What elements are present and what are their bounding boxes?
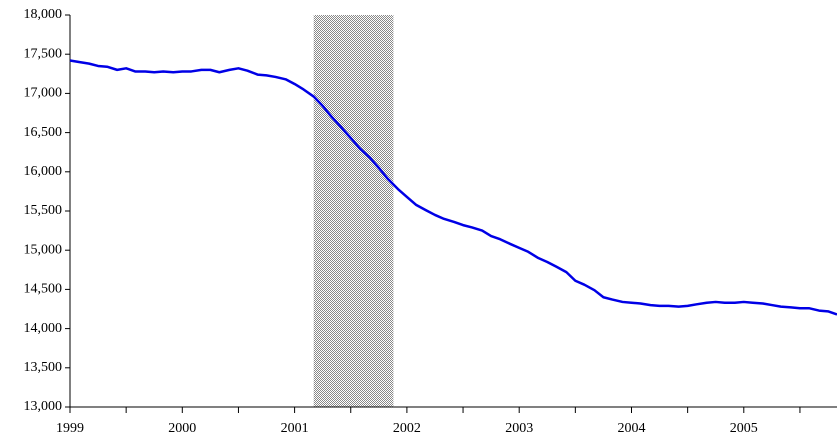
y-tick-label: 18,000	[24, 7, 63, 22]
x-tick-label: 2004	[617, 421, 645, 436]
y-tick-label: 13,500	[24, 360, 63, 375]
y-tick-label: 13,000	[24, 399, 63, 414]
shaded-region	[313, 15, 394, 407]
x-tick-label: 2005	[730, 421, 758, 436]
x-tick-label: 2003	[505, 421, 533, 436]
x-tick-label: 2001	[281, 421, 309, 436]
y-tick-label: 15,500	[24, 203, 63, 218]
data-line	[69, 59, 837, 316]
x-tick-label: 2000	[168, 421, 196, 436]
y-tick-label: 14,000	[24, 321, 63, 336]
y-tick-label: 15,000	[24, 242, 63, 257]
y-tick-label: 16,500	[24, 125, 63, 140]
x-tick-label: 1999	[56, 421, 84, 436]
y-tick-label: 17,000	[24, 86, 63, 101]
y-tick-label: 16,000	[24, 164, 63, 179]
y-tick-label: 17,500	[24, 46, 63, 61]
x-tick-label: 2002	[393, 421, 421, 436]
y-tick-label: 14,500	[24, 282, 63, 297]
